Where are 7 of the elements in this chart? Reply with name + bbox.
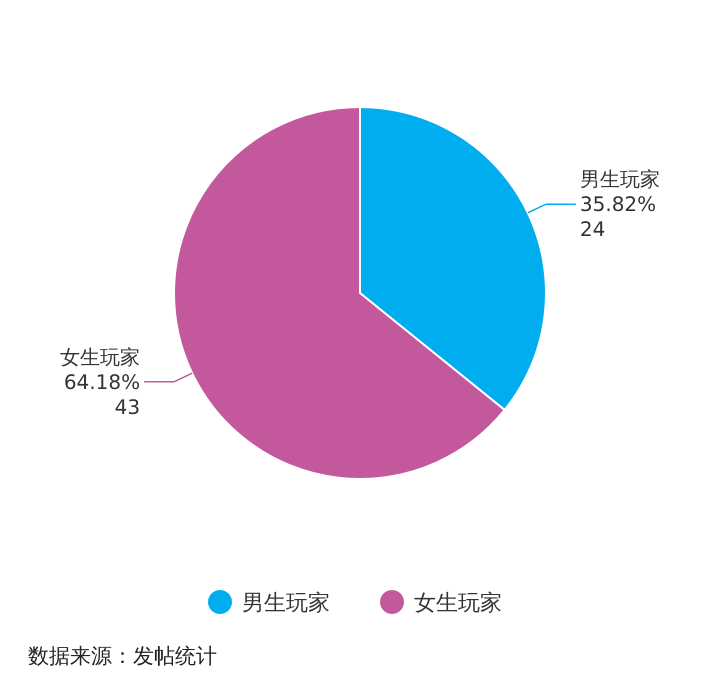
legend-label: 女生玩家 [414, 591, 502, 616]
data-label: 35.82% 24 [580, 192, 656, 242]
legend-label: 男生玩家 [242, 591, 330, 616]
source-note: 数据来源：发帖统计 [28, 644, 217, 668]
slice-label: 男生玩家 [580, 167, 660, 192]
data-label: 64.18% 43 [64, 370, 140, 419]
slice-label: 女生玩家 [60, 344, 140, 369]
